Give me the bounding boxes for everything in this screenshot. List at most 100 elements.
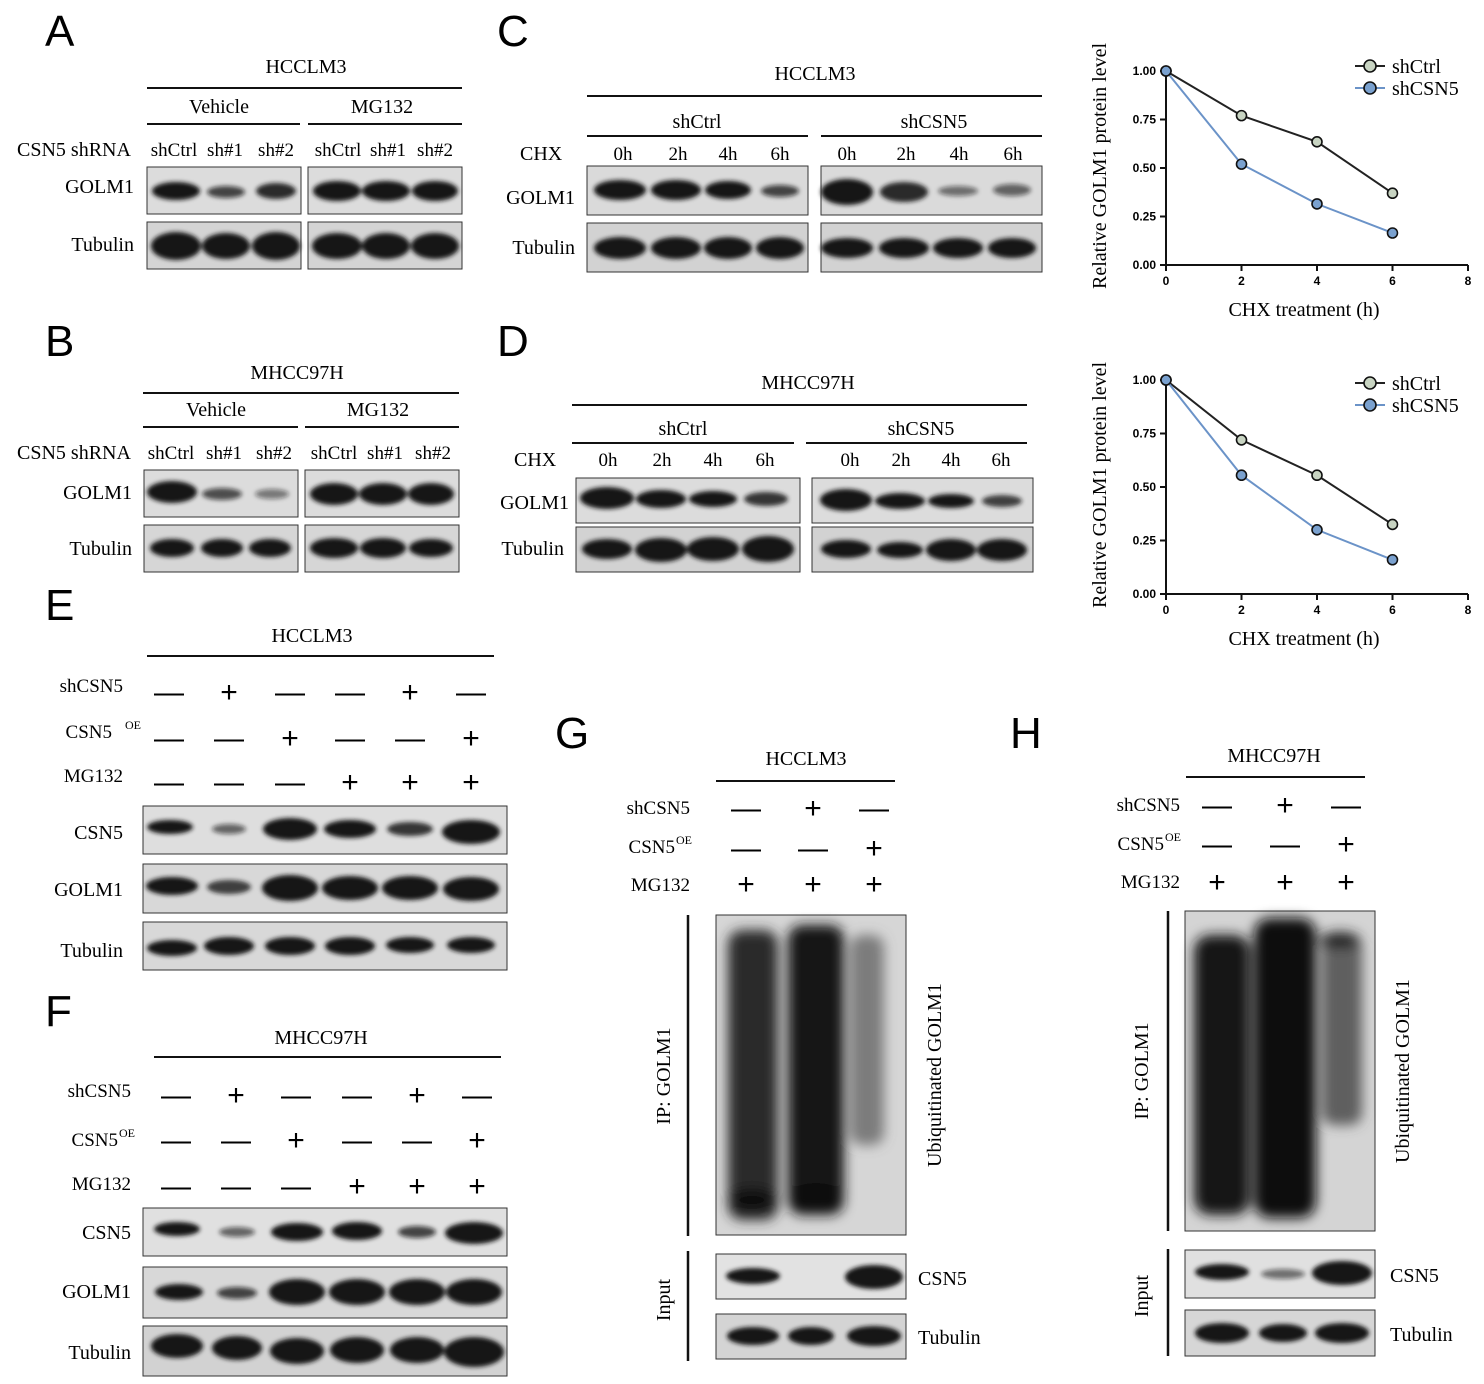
lane-label: 0h	[841, 450, 861, 471]
y-tick-label: 0.75	[1133, 427, 1157, 441]
legend-marker	[1363, 398, 1377, 412]
treatment-sign: —	[161, 1124, 191, 1157]
treatment-sign: —	[731, 792, 761, 825]
lane-label: 0h	[599, 450, 619, 471]
blot-label-golm1: GOLM1	[63, 482, 132, 504]
treatment-sign: —	[335, 722, 365, 755]
treatment-label: shCSN5	[627, 798, 690, 819]
y-axis-label: Relative GOLM1 protein level	[1089, 43, 1111, 289]
blot-label-tubulin: Tubulin	[69, 538, 132, 560]
treatment-sign: —	[395, 722, 425, 755]
treatment-sign: +	[804, 792, 822, 825]
treatment-sign: —	[275, 766, 305, 799]
data-point	[1386, 553, 1399, 566]
blot-label-tubulin: Tubulin	[68, 1342, 131, 1364]
x-axis-label: CHX treatment (h)	[1228, 628, 1379, 650]
treatment-sign: +	[468, 1124, 486, 1157]
blot-label-csn5: CSN5	[74, 822, 123, 844]
blot-label-tubulin: Tubulin	[512, 237, 575, 259]
treatment-sign: +	[287, 1124, 305, 1157]
cell-line-label: HCCLM3	[265, 56, 346, 78]
lane-label: 2h	[669, 144, 689, 165]
blot-label-golm1: GOLM1	[62, 1281, 131, 1303]
cell-line-label: MHCC97H	[274, 1027, 367, 1049]
legend-label: shCtrl	[1392, 56, 1441, 78]
legend-label: shCSN5	[1392, 78, 1459, 100]
panel-label-c: C	[497, 7, 529, 56]
cell-line-label: HCCLM3	[765, 748, 846, 770]
y-tick-label: 0.50	[1133, 161, 1157, 175]
data-point	[1235, 434, 1248, 446]
data-point	[1160, 65, 1172, 77]
series-line	[1165, 379, 1394, 526]
input-label: Input	[1131, 1274, 1153, 1317]
treatment-sign: —	[281, 1079, 311, 1112]
series-line	[1165, 70, 1393, 234]
treatment-sign: +	[348, 1170, 366, 1203]
treatment-sign: —	[1331, 789, 1361, 822]
treatment-sign: —	[859, 792, 889, 825]
group-label-shcsn5: shCSN5	[888, 418, 955, 440]
treatment-sign: —	[402, 1124, 432, 1157]
x-tick-label: 2	[1238, 603, 1245, 617]
cell-line-label: MHCC97H	[1227, 745, 1320, 767]
treatment-label: shCSN5	[1117, 795, 1180, 816]
x-tick-label: 4	[1314, 274, 1321, 288]
treatment-sign: —	[1270, 828, 1300, 861]
treatment-sign: +	[462, 722, 480, 755]
treatment-sign: —	[798, 832, 828, 865]
panel-c: HCCLM3 shCtrl shCSN5 CHX 0h 2h 4h 6h 0h …	[506, 63, 1043, 273]
lane-label: sh#2	[415, 443, 451, 464]
lane-label: shCtrl	[148, 443, 194, 464]
treatment-sign: —	[335, 676, 365, 709]
panel-label-h: H	[1010, 709, 1042, 758]
treatment-label: CSN5	[629, 837, 675, 858]
cell-line-label: HCCLM3	[774, 63, 855, 85]
lane-label: 0h	[614, 144, 634, 165]
blot-label-tubulin: Tubulin	[71, 234, 134, 256]
treatment-sign: +	[865, 832, 883, 865]
panel-b: MHCC97H Vehicle MG132 CSN5 shRNA shCtrl …	[17, 362, 460, 573]
group-label-shcsn5: shCSN5	[901, 111, 968, 133]
panel-label-d: D	[497, 317, 529, 366]
blot-label-tubulin: Tubulin	[1390, 1324, 1453, 1346]
ubiquitinated-label: Ubiquitinated GOLM1	[924, 983, 946, 1167]
panel-label-f: F	[45, 987, 72, 1036]
x-tick-label: 0	[1163, 603, 1170, 617]
treatment-sign: —	[281, 1170, 311, 1203]
y-tick-label: 1.00	[1133, 64, 1157, 78]
treatment-sign: —	[456, 676, 486, 709]
blot-label-csn5: CSN5	[1390, 1265, 1439, 1287]
treatment-label: MG132	[64, 766, 123, 787]
treatment-sign: —	[1202, 789, 1232, 822]
legend-label: shCtrl	[1392, 373, 1441, 395]
data-point	[1311, 136, 1323, 148]
y-tick-label: 0.75	[1133, 113, 1157, 127]
lane-label: 6h	[992, 450, 1012, 471]
panel-h: MHCC97H shCSN5 CSN5 OE MG132 — + — — — + + + + I…	[1117, 745, 1453, 1357]
series-line	[1165, 379, 1393, 561]
treatment-sign: +	[1337, 866, 1355, 899]
lane-label: shCtrl	[315, 140, 361, 161]
row-header: CHX	[520, 143, 563, 165]
cell-line-label: MHCC97H	[250, 362, 343, 384]
panel-label-b: B	[45, 317, 74, 366]
data-point	[1235, 469, 1248, 482]
treatment-sign: +	[408, 1170, 426, 1203]
treatment-superscript: OE	[1165, 830, 1181, 844]
treatment-superscript: OE	[119, 1126, 135, 1140]
panel-f: MHCC97H shCSN5 CSN5 OE MG132 — + — — + — — — + — —…	[62, 1027, 508, 1377]
treatment-label: shCSN5	[68, 1081, 131, 1102]
treatment-sign: —	[214, 766, 244, 799]
treatment-label: MG132	[72, 1174, 131, 1195]
lane-label: sh#1	[370, 140, 406, 161]
data-point	[1311, 198, 1323, 210]
x-tick-label: 0	[1163, 274, 1170, 288]
treatment-label: shCSN5	[60, 676, 123, 697]
blot-label-golm1: GOLM1	[65, 176, 134, 198]
data-point	[1311, 523, 1323, 536]
lane-label: sh#2	[258, 140, 294, 161]
lane-label: 2h	[892, 450, 912, 471]
panel-d: MHCC97H shCtrl shCSN5 CHX 0h 2h 4h 6h 0h…	[500, 372, 1034, 573]
blot-label-golm1: GOLM1	[500, 492, 569, 514]
